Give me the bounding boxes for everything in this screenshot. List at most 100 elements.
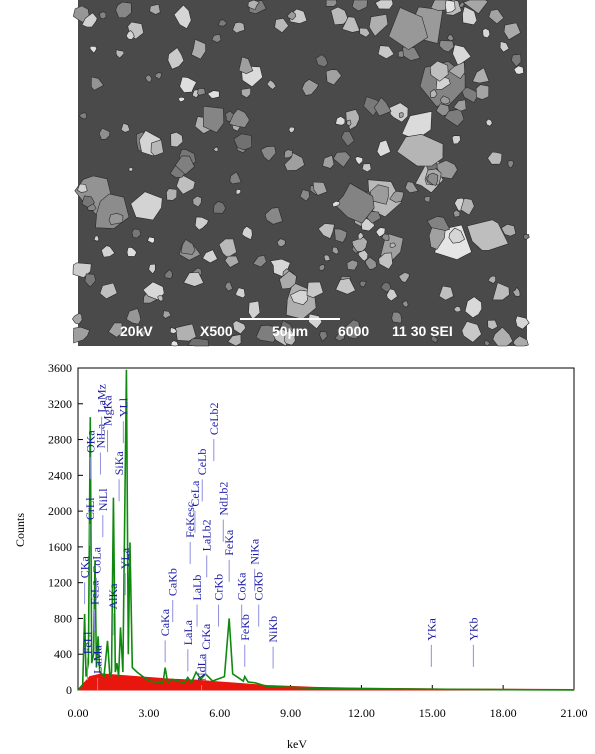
grain — [170, 131, 184, 148]
grain — [207, 90, 220, 99]
grain — [174, 155, 195, 176]
grain — [388, 7, 429, 51]
grain — [264, 207, 283, 225]
grain — [93, 235, 100, 242]
grain — [276, 238, 286, 248]
grain — [73, 326, 90, 344]
grain — [448, 227, 465, 244]
peak-label: LaMa — [91, 645, 105, 674]
grain — [180, 239, 196, 255]
grain — [511, 53, 522, 68]
grain — [475, 84, 490, 100]
grain — [89, 45, 98, 54]
grain — [472, 67, 490, 84]
grain — [115, 49, 125, 59]
grain — [464, 296, 483, 319]
grain — [488, 8, 505, 25]
peak-label: LaMz — [95, 384, 109, 413]
grain — [217, 19, 227, 27]
grain — [485, 118, 493, 127]
grain — [440, 95, 451, 105]
grain — [233, 133, 253, 151]
grain — [435, 103, 450, 117]
grain — [306, 281, 324, 299]
micrograph: 20kV X500 50µm 6000 11 30 SEI — [72, 0, 530, 347]
grain — [331, 200, 340, 208]
grain — [229, 171, 242, 185]
grain — [252, 254, 267, 268]
grain — [90, 76, 105, 91]
grain — [224, 281, 234, 292]
grain — [374, 0, 394, 10]
peak-label: NiKb — [266, 616, 280, 643]
grain — [78, 112, 88, 120]
grain — [315, 54, 329, 68]
grain — [444, 0, 456, 13]
grain — [402, 46, 421, 61]
grain — [164, 269, 173, 279]
grain — [404, 181, 419, 194]
grain — [319, 331, 328, 342]
peak-label: LaLb — [190, 575, 204, 601]
y-axis-title: Counts — [13, 513, 27, 547]
peak-label: YLl — [116, 397, 130, 417]
micrograph-label: 11 30 SEI — [392, 323, 453, 339]
grain — [424, 195, 431, 203]
grain — [125, 308, 142, 325]
x-tick-label: 21.00 — [561, 706, 588, 720]
grain — [507, 159, 514, 169]
grain — [308, 313, 323, 330]
grain — [247, 0, 260, 10]
peak-label: SiKa — [112, 451, 126, 476]
grain — [389, 242, 396, 249]
grain — [166, 188, 178, 201]
grain — [266, 79, 277, 90]
grain — [462, 6, 478, 26]
grain — [173, 4, 192, 30]
grain — [343, 319, 361, 340]
grain — [522, 234, 530, 241]
grain — [429, 60, 449, 82]
peak-label: CrKa — [199, 623, 213, 650]
grain — [224, 255, 240, 268]
grain — [238, 56, 254, 75]
grain — [187, 337, 209, 347]
grain — [452, 209, 461, 218]
x-tick-label: 9.00 — [280, 706, 301, 720]
grain — [331, 246, 340, 255]
peak-label: NiKa — [248, 538, 262, 565]
grain — [427, 172, 439, 186]
peak-label: CoKa — [235, 572, 249, 601]
grain — [284, 329, 296, 346]
grain — [212, 146, 219, 153]
grain — [197, 87, 206, 96]
grain — [176, 175, 196, 195]
grain — [484, 339, 491, 347]
grain — [358, 249, 369, 262]
x-axis-title: keV — [287, 737, 307, 751]
grain — [333, 228, 348, 243]
grain — [333, 151, 351, 168]
grain — [232, 21, 245, 34]
grain — [126, 246, 137, 257]
peak-label: CKa — [78, 556, 92, 579]
peak-label: MgKa — [101, 395, 115, 426]
y-tick-label: 800 — [54, 611, 72, 625]
grain — [487, 151, 503, 165]
grain — [446, 34, 455, 42]
y-tick-label: 3600 — [48, 361, 72, 375]
grain — [100, 245, 116, 258]
grain — [351, 0, 368, 12]
grain — [396, 133, 444, 167]
grain — [429, 88, 438, 98]
micrograph-label: X500 — [200, 323, 233, 339]
peak-label: FeKb — [238, 614, 252, 641]
grain — [503, 22, 521, 41]
y-tick-label: 2800 — [48, 433, 72, 447]
grain — [167, 47, 185, 70]
peak-label: NdLa — [195, 653, 209, 681]
x-tick-label: 0.00 — [68, 706, 89, 720]
grain — [340, 130, 355, 147]
y-tick-label: 1600 — [48, 540, 72, 554]
grain — [513, 65, 524, 75]
